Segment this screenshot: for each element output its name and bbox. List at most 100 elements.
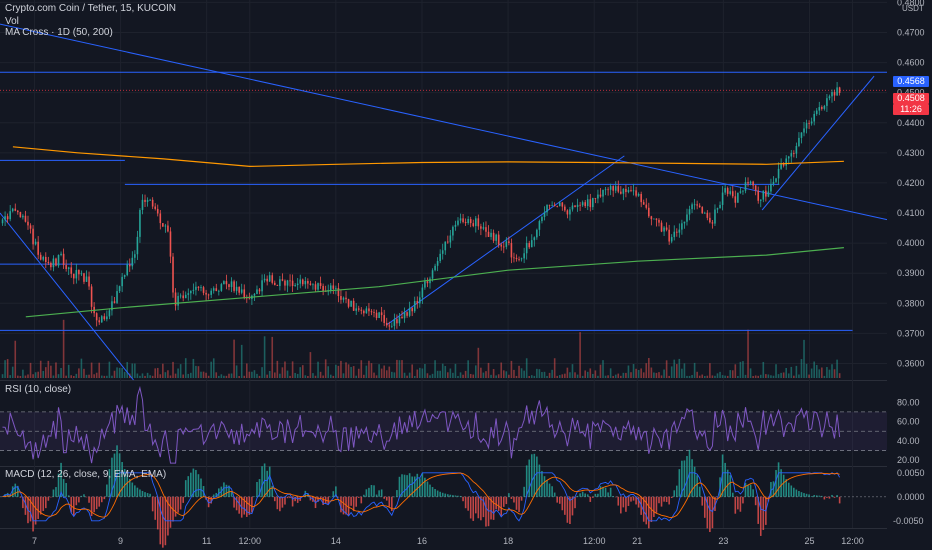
macd-histogram-bar xyxy=(645,496,648,525)
macd-histogram-bar xyxy=(106,484,108,497)
macd-histogram-bar xyxy=(141,490,144,497)
quote-currency-label: USDT xyxy=(902,4,924,13)
candle-body xyxy=(335,287,337,289)
macd-histogram-bar xyxy=(335,486,337,497)
macd-histogram-bar xyxy=(782,474,785,497)
candle-body xyxy=(747,182,749,184)
drawing-lines[interactable] xyxy=(0,23,888,381)
volume-bar xyxy=(22,369,24,378)
macd-histogram-bar xyxy=(546,480,548,497)
candle-body xyxy=(477,218,480,227)
macd-histogram-bar xyxy=(482,496,485,518)
volume-bar xyxy=(182,374,184,378)
trendline[interactable] xyxy=(0,23,888,221)
candle-body xyxy=(617,186,620,192)
candle-body xyxy=(24,215,27,222)
macd-histogram-bar xyxy=(571,496,574,516)
candle-body xyxy=(72,273,75,279)
volume-bar xyxy=(167,370,169,378)
volume-bar xyxy=(787,373,790,378)
volume-bar xyxy=(14,340,17,378)
macd-histogram-bar xyxy=(426,481,429,497)
candle-body xyxy=(564,206,566,211)
macd-histogram-bar xyxy=(693,466,696,497)
candle-body xyxy=(396,319,398,324)
volume-bar xyxy=(93,374,95,378)
macd-histogram-bar xyxy=(716,496,719,498)
volume-bar xyxy=(742,361,744,378)
volume-bar xyxy=(508,374,510,378)
macd-histogram-bar xyxy=(780,469,782,497)
price-tick-label: 0.4300 xyxy=(897,148,925,158)
macd-histogram-bar xyxy=(452,495,454,497)
price-axis-strip[interactable] xyxy=(887,0,932,550)
macd-histogram-bar xyxy=(533,453,536,497)
macd-histogram-bar xyxy=(681,460,683,497)
candle-body xyxy=(317,283,319,290)
candle-body xyxy=(401,316,403,319)
rsi-tick-label: 80.00 xyxy=(897,397,920,407)
ma-fast-line xyxy=(25,247,844,318)
candle-body xyxy=(103,316,106,320)
volume-bar xyxy=(253,370,256,378)
volume-bar xyxy=(518,365,520,378)
candle-body xyxy=(121,276,123,287)
macd-histogram-bar xyxy=(289,496,291,499)
candle-body xyxy=(729,191,732,194)
volume-bar xyxy=(156,367,159,378)
macd-histogram-bar xyxy=(785,479,788,497)
price-axis[interactable]: 0.4800 0.4700 0.4600 0.4500 0.4400 0.4300 0.42… xyxy=(887,0,932,550)
candle-body xyxy=(637,194,640,196)
volume-bar xyxy=(296,373,299,378)
volume-bar xyxy=(85,374,88,378)
alert-price-tag[interactable]: 0.4568 xyxy=(893,76,929,87)
volume-bar xyxy=(55,362,57,378)
candle-body xyxy=(648,207,650,217)
volume-bar xyxy=(27,374,29,378)
candle-body xyxy=(123,275,126,277)
volume-bar xyxy=(240,344,243,378)
volume-bar xyxy=(457,375,459,378)
candle-body xyxy=(668,229,670,242)
volume-bar xyxy=(17,375,19,378)
macd-histogram-bar xyxy=(553,492,556,497)
trendline[interactable] xyxy=(0,212,134,381)
time-axis[interactable]: 7 9 11 12:00 14 16 18 12:00 21 23 25 12:00 xyxy=(32,536,864,546)
volume-bar xyxy=(32,374,34,378)
macd-histogram-bar xyxy=(543,476,546,497)
volume-bar xyxy=(67,364,70,378)
candle-body xyxy=(787,156,790,159)
volume-bar xyxy=(375,375,378,378)
volume-bar xyxy=(803,339,805,378)
macd-histogram-bar xyxy=(284,496,286,505)
volume-bar xyxy=(782,372,785,378)
volume-bar xyxy=(826,367,828,378)
candle-body xyxy=(670,237,673,242)
candle-body xyxy=(459,218,462,221)
macd-histogram-bar xyxy=(215,492,218,497)
candle-body xyxy=(655,218,658,220)
candle-body xyxy=(625,188,627,193)
macd-histogram-bar xyxy=(57,473,60,497)
macd-histogram-bar xyxy=(474,496,477,514)
volume-bar xyxy=(319,371,322,378)
volume-bar xyxy=(230,373,233,378)
candle-body xyxy=(151,199,154,207)
macd-histogram-bar xyxy=(246,496,248,517)
candle-body xyxy=(355,308,358,311)
volume-bar xyxy=(396,359,398,378)
trendline[interactable] xyxy=(761,75,875,211)
volume-bar xyxy=(719,371,721,378)
candle-body xyxy=(698,205,701,208)
candle-body xyxy=(520,258,523,260)
macd-histogram-bar xyxy=(373,485,375,497)
macd-histogram-bar xyxy=(360,496,363,504)
volume-bar xyxy=(594,370,597,378)
volume-bar xyxy=(98,362,101,378)
volume-bar xyxy=(187,373,190,378)
candle-body xyxy=(378,312,380,319)
macd-histogram-bar xyxy=(383,496,385,499)
candle-body xyxy=(749,181,752,184)
price-tick-label: 0.4100 xyxy=(897,208,925,218)
